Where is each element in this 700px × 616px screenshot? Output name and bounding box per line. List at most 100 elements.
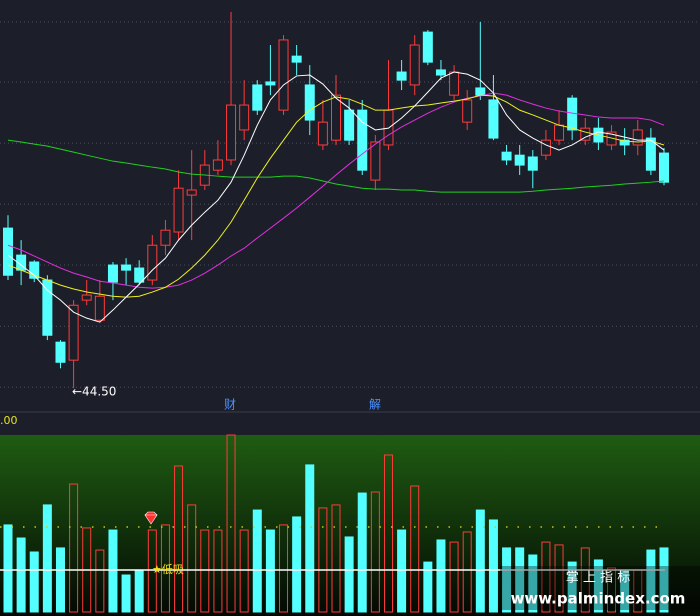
candle-body: [501, 151, 512, 161]
indicator-bar: [134, 569, 144, 613]
indicator-bar: [252, 509, 262, 613]
indicator-bar: [160, 524, 170, 613]
indicator-bar: [226, 434, 236, 613]
candle-body: [3, 227, 13, 276]
indicator-header: .00: [0, 414, 18, 427]
moving-average-line: [7, 92, 665, 289]
indicator-bar: [16, 537, 26, 613]
signal-label: ★低吸: [152, 563, 184, 576]
candle-body: [121, 264, 132, 271]
indicator-bar: [213, 529, 223, 613]
indicator-bar: [410, 485, 420, 613]
indicator-bar: [423, 561, 433, 613]
indicator-bar: [528, 554, 538, 613]
indicator-bar: [174, 465, 184, 613]
watermark-box: [500, 566, 700, 610]
candle-body: [659, 152, 669, 183]
candle-body: [226, 104, 237, 161]
candle-body: [29, 261, 40, 279]
candle-body: [134, 267, 145, 283]
candle-body: [55, 341, 66, 363]
candle-body: [449, 71, 460, 96]
candle-body: [331, 94, 341, 141]
candle-body: [239, 104, 250, 131]
indicator-bar: [265, 529, 275, 613]
candle-body: [580, 127, 591, 141]
indicator-bar: [607, 567, 617, 613]
indicator-bar: [646, 549, 656, 613]
candle-body: [409, 44, 420, 86]
indicator-bar: [344, 536, 354, 613]
indicator-bar: [121, 574, 131, 613]
candle-body: [212, 159, 223, 171]
watermark: www.palmindex.com: [511, 590, 686, 608]
indicator-bar: [331, 504, 341, 613]
indicator-bar: [239, 529, 249, 613]
event-marker: 财: [224, 398, 236, 412]
indicator-bar: [357, 492, 367, 613]
indicator-bar: [580, 547, 590, 613]
indicator-bar: [397, 529, 407, 613]
candle-body: [645, 137, 656, 171]
indicator-bar: [147, 529, 157, 613]
indicator-bar: [502, 547, 512, 613]
candle-body: [488, 99, 499, 139]
watermark: 掌 上 指 标: [566, 571, 630, 586]
candle-body: [107, 264, 118, 283]
candle-body: [462, 99, 473, 123]
candle-body: [252, 84, 263, 111]
indicator-bar: [567, 561, 577, 613]
indicator-bar: [475, 509, 485, 613]
candle-body: [540, 139, 551, 156]
indicator-bar: [449, 541, 459, 613]
candle-body: [173, 187, 184, 233]
candle-body: [527, 156, 538, 171]
indicator-bar: [3, 524, 13, 613]
signal-icon: [144, 511, 158, 525]
candle-body: [357, 109, 368, 171]
candle-body: [278, 39, 289, 111]
indicator-bar: [69, 483, 79, 613]
candle-body: [291, 55, 302, 63]
indicator-bar: [515, 547, 525, 613]
candle-body: [475, 87, 486, 96]
candle-body: [370, 141, 381, 181]
indicator-bar: [593, 559, 603, 613]
indicator-bar: [29, 551, 39, 613]
indicator-bar: [95, 549, 105, 613]
indicator-bar: [383, 454, 393, 613]
candle-body: [632, 129, 643, 146]
candle-body: [265, 81, 276, 86]
indicator-bar: [187, 504, 197, 613]
candle-body: [396, 71, 407, 81]
moving-average-line: [7, 94, 665, 298]
candle-body: [554, 124, 565, 141]
candle-body: [435, 69, 446, 76]
indicator-bar: [554, 544, 564, 613]
indicator-bar: [370, 491, 380, 613]
candle-body: [304, 84, 315, 121]
moving-average-line: [7, 71, 665, 323]
indicator-bar: [305, 464, 315, 613]
indicator-bar: [488, 519, 498, 613]
candle-body: [619, 139, 630, 146]
candle-body: [186, 189, 197, 196]
low-annotation: ←44.50: [72, 385, 116, 399]
candle-body: [68, 304, 79, 361]
indicator-bar: [108, 529, 118, 613]
candle-body: [422, 31, 433, 63]
candle-body: [160, 229, 171, 246]
indicator-bar: [200, 529, 210, 613]
indicator-bar: [541, 541, 551, 613]
candle-body: [42, 279, 53, 336]
candle-body: [317, 121, 328, 146]
moving-average-line: [7, 139, 665, 193]
event-marker: 解: [369, 398, 381, 412]
candle-body: [81, 294, 92, 301]
indicator-bar: [436, 539, 446, 613]
candle-body: [514, 154, 525, 166]
indicator-bar: [279, 524, 289, 613]
candle-body: [147, 244, 158, 281]
indicator-bar: [318, 507, 328, 613]
